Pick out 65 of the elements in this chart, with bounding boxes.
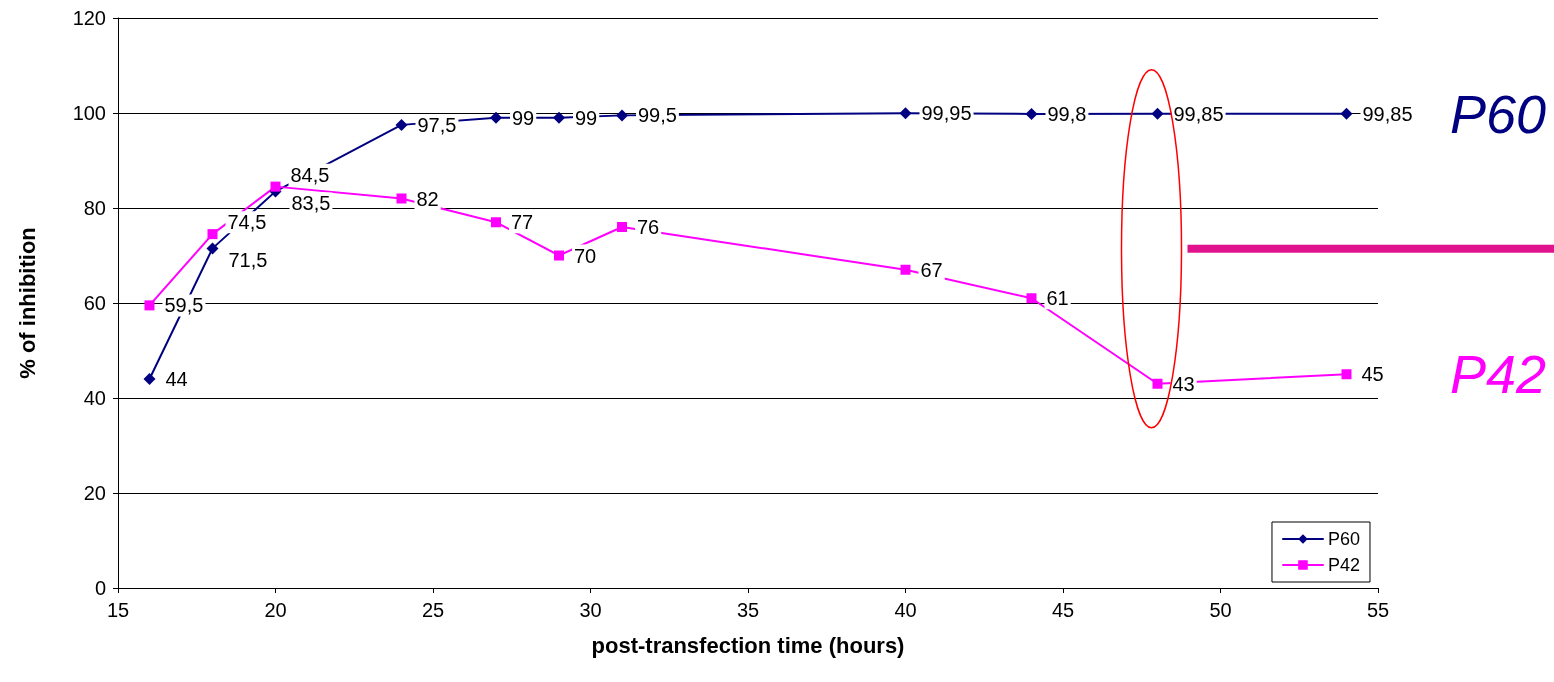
point (490, 111, 502, 124)
x-tick-label: 50 (1209, 599, 1232, 621)
data-label: 99,5 (638, 104, 677, 127)
x-tick-label: 30 (579, 599, 602, 621)
y-tick-label: 0 (94, 577, 106, 599)
data-label: 67 (920, 258, 943, 281)
x-axis-title: post-transfection time (hours) (591, 632, 905, 658)
y-tick-label: 40 (83, 387, 106, 409)
data-label: 99,85 (1362, 102, 1413, 125)
data-label: 45 (1361, 363, 1384, 386)
point (554, 250, 564, 261)
data-label: 99 (512, 106, 535, 129)
data-label: 99,85 (1173, 102, 1224, 125)
data-label: 44 (165, 368, 188, 390)
x-tick-label: 25 (421, 599, 445, 621)
x-tick-label: 55 (1366, 599, 1390, 621)
point (396, 193, 407, 204)
point (1340, 107, 1353, 120)
x-tick-label: 35 (736, 599, 760, 621)
x-tick-label: 20 (264, 599, 287, 621)
x-tick-label: 45 (1051, 599, 1075, 621)
data-label: 59,5 (164, 294, 204, 317)
data-label: 99,8 (1047, 102, 1087, 125)
legend-label: P42 (1327, 555, 1360, 575)
data-label: 70 (574, 244, 597, 267)
data-label: 97,5 (417, 113, 457, 136)
data-label: 77 (511, 211, 534, 234)
point (143, 373, 156, 385)
point (1026, 293, 1037, 304)
point (491, 217, 501, 228)
data-label: 83,5 (291, 192, 331, 215)
y-tick-label: 80 (83, 197, 106, 219)
y-tick-label: 60 (83, 292, 106, 314)
text: P42 (1449, 344, 1546, 405)
y-tick-label: 20 (83, 482, 106, 504)
data-label: 71,5 (228, 249, 268, 272)
point (1151, 107, 1164, 120)
data-label: 61 (1046, 287, 1069, 310)
point (900, 264, 911, 275)
data-label: 99,95 (921, 102, 972, 125)
data-label: 82 (416, 187, 439, 210)
point (1152, 378, 1163, 389)
point (1341, 369, 1352, 380)
data-label: 84,5 (290, 163, 330, 186)
point (270, 181, 281, 192)
point (144, 300, 155, 311)
y-tick-label: 100 (72, 102, 106, 124)
y-tick-label: 120 (72, 7, 106, 29)
y-axis-title: % of inhibition (14, 227, 40, 379)
legend-label: P60 (1327, 529, 1360, 549)
point (207, 229, 218, 240)
data-label: 99 (575, 106, 598, 129)
text: P60 (1449, 83, 1546, 144)
data-label: 76 (637, 216, 660, 238)
x-tick-label: 15 (106, 599, 130, 621)
point (616, 109, 628, 122)
point (899, 107, 912, 120)
data-label: 74,5 (227, 211, 267, 234)
data-label: 43 (1172, 372, 1195, 395)
x-tick-label: 40 (894, 599, 917, 621)
point (553, 111, 565, 124)
point (395, 118, 408, 131)
point (617, 222, 627, 232)
point (206, 242, 219, 255)
point (1025, 107, 1038, 120)
